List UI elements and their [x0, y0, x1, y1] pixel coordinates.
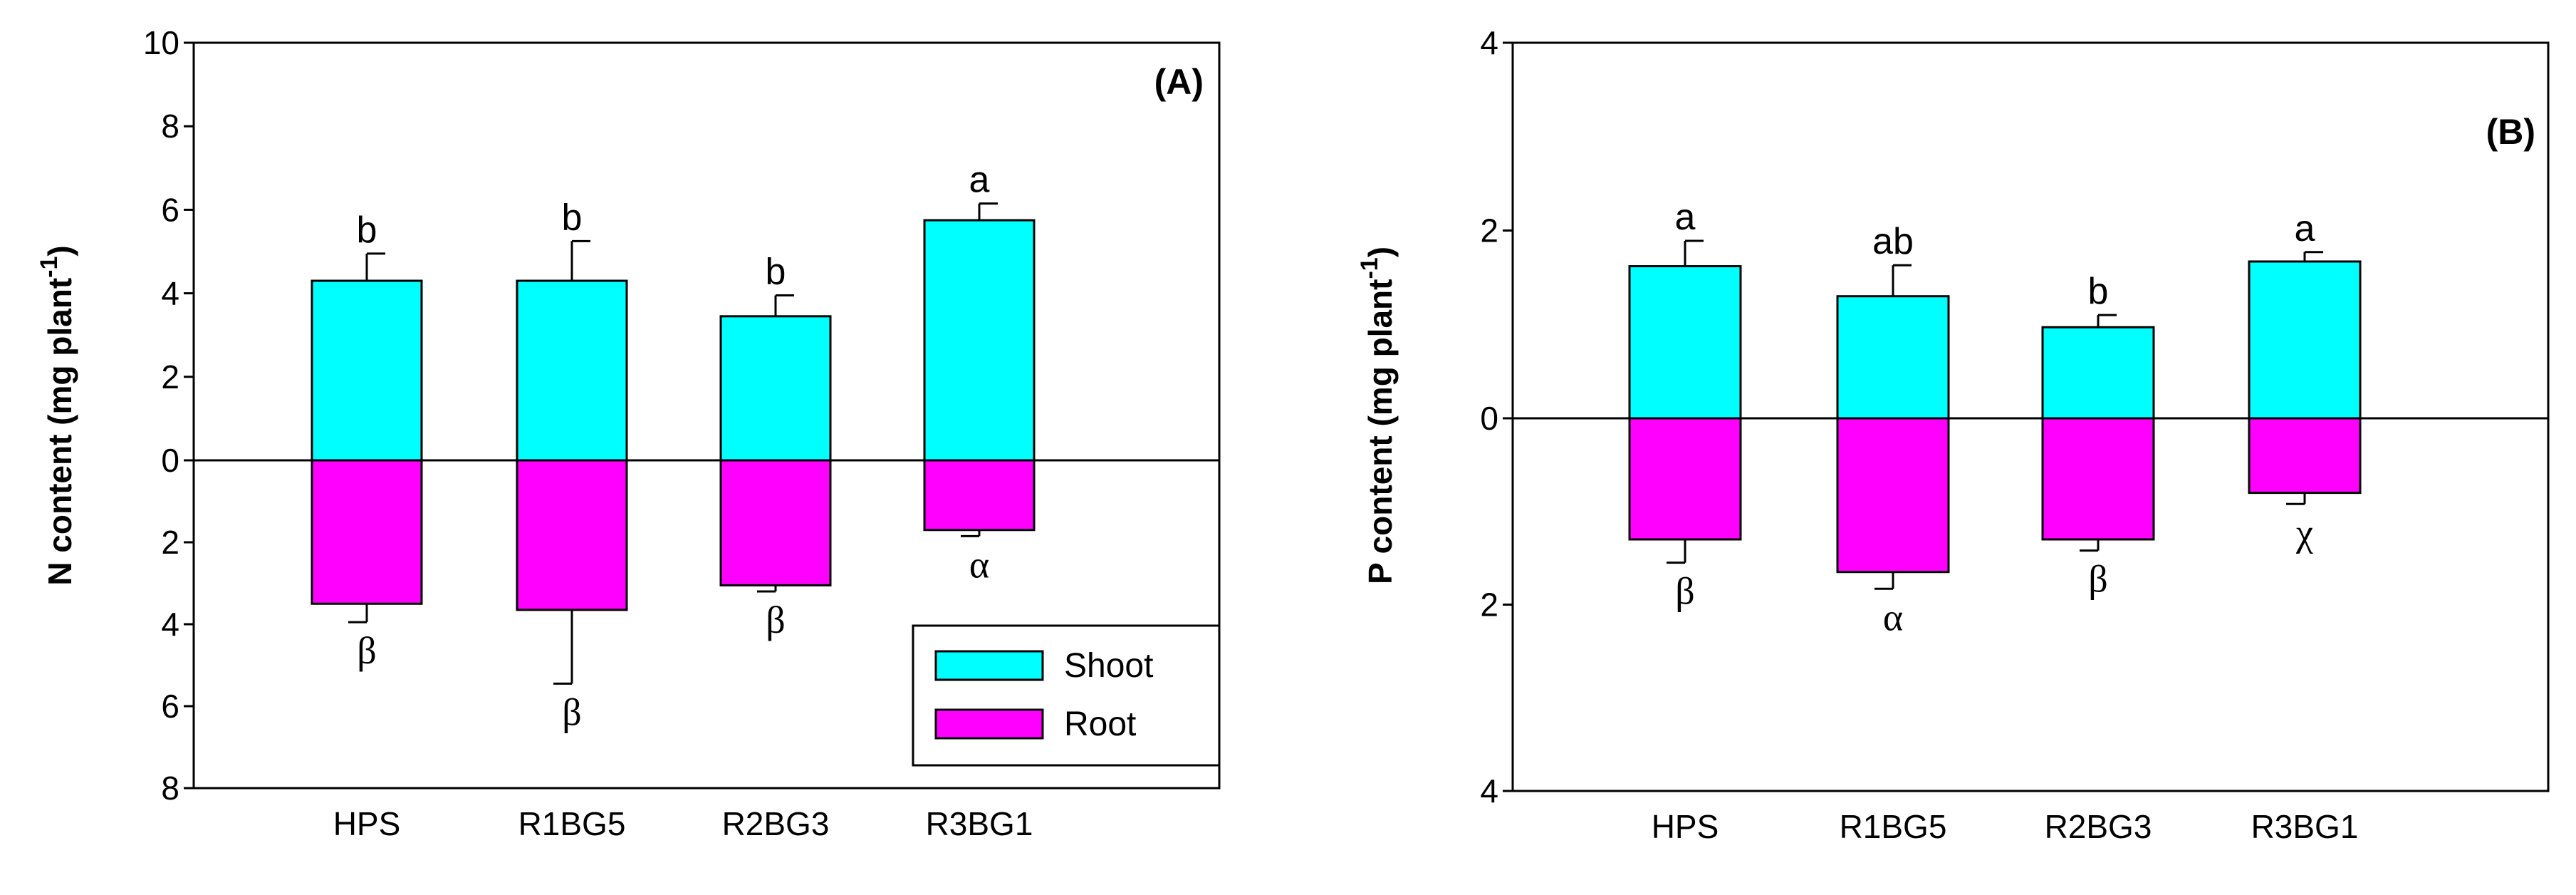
chart-b-y-label-close: ) — [1362, 247, 1399, 257]
root-significance-letter: β — [562, 690, 581, 733]
root-bar — [516, 459, 628, 611]
x-category-label: R1BG5 — [518, 805, 626, 842]
root-bar — [2248, 417, 2362, 495]
shoot-significance-letter: a — [2295, 208, 2315, 249]
legend-root-swatch — [934, 708, 1044, 740]
root-significance-letter: β — [2088, 558, 2107, 601]
chart-a-y-label-close: ) — [41, 245, 78, 256]
shoot-significance-letter: ab — [1872, 221, 1914, 262]
shoot-significance-letter: b — [2088, 271, 2109, 312]
root-significance-letter: α — [1883, 596, 1903, 638]
y-tick-label: 8 — [161, 108, 179, 145]
y-tick-label: 2 — [1480, 586, 1498, 624]
y-tick-label: 4 — [1480, 772, 1498, 809]
legend-root-label: Root — [1064, 705, 1136, 743]
chart-b-y-axis-label: P content (mg plant-1) — [1356, 247, 1399, 584]
root-significance-letter: χ — [2295, 511, 2313, 554]
root-significance-letter: β — [1675, 570, 1694, 613]
y-tick-label: 10 — [143, 24, 179, 61]
chart-a-y-ticks: 10 8 6 4 2 0 2 4 6 8 HPS R1BG5 R2BG3 R3BG1 — [143, 24, 1033, 842]
shoot-bar — [1836, 295, 1950, 420]
y-tick-label: 4 — [161, 275, 179, 312]
shoot-significance-letter: a — [1675, 197, 1696, 238]
y-tick-label: 6 — [161, 191, 179, 228]
y-tick-label: 4 — [161, 606, 179, 643]
chart-a-legend: Shoot Root — [912, 624, 1221, 767]
chart-a-panel-label: (A) — [1154, 62, 1204, 102]
chart-a: 10 8 6 4 2 0 2 4 6 8 HPS R1BG5 R2BG3 R3BG1 b β b β b β a α (… — [36, 24, 1221, 842]
shoot-bar — [1628, 265, 1742, 420]
root-bar — [2041, 417, 2155, 541]
chart-b-y-ticks: 4 2 0 2 4 HPS R1BG5 R2BG3 R3BG1 — [1480, 24, 2358, 845]
y-tick-label: 0 — [161, 442, 179, 479]
shoot-significance-letter: b — [562, 197, 583, 238]
legend-frame — [912, 624, 1221, 767]
chart-a-frame — [192, 41, 1221, 790]
chart-a-bars: b β b β b β a α — [311, 160, 1036, 733]
shoot-significance-letter: a — [969, 160, 990, 201]
y-tick-label: 2 — [161, 358, 179, 395]
shoot-bar — [516, 279, 628, 462]
root-bar — [1836, 417, 1950, 574]
root-significance-letter: α — [969, 543, 989, 586]
y-tick-label: 6 — [161, 688, 179, 725]
y-tick-label: 8 — [161, 770, 179, 807]
y-tick-label: 0 — [1480, 400, 1498, 437]
legend-shoot-swatch — [934, 650, 1044, 681]
y-tick-label: 2 — [161, 524, 179, 561]
chart-a-y-label-sup: -1 — [36, 257, 63, 278]
chart-b-bars: a β ab α b β a χ — [1628, 197, 2362, 638]
x-category-label: R3BG1 — [926, 805, 1033, 842]
shoot-bar — [2041, 326, 2155, 420]
shoot-bar — [311, 279, 423, 462]
x-category-label: R1BG5 — [1840, 808, 1947, 845]
legend-shoot-label: Shoot — [1064, 647, 1153, 685]
chart-b-y-label-sup: -1 — [1356, 257, 1383, 279]
shoot-bar — [923, 219, 1036, 462]
x-category-label: R3BG1 — [2251, 808, 2359, 845]
chart-a-y-axis-label: N content (mg plant-1) — [36, 245, 78, 585]
chart-b-y-label-main: P content (mg plant — [1362, 279, 1399, 585]
chart-b: 4 2 0 2 4 HPS R1BG5 R2BG3 R3BG1 a β ab α b β a χ (B) P … — [1356, 24, 2550, 845]
root-bar — [719, 459, 832, 586]
root-bar — [311, 459, 423, 605]
y-tick-label: 4 — [1480, 24, 1498, 61]
chart-a-y-label-main: N content (mg plant — [41, 278, 78, 586]
x-category-label: HPS — [333, 805, 401, 842]
chart-b-frame — [1511, 41, 2550, 792]
shoot-significance-letter: b — [766, 252, 786, 293]
x-category-label: HPS — [1652, 808, 1719, 845]
shoot-bar — [2248, 260, 2362, 420]
root-bar — [1628, 417, 1742, 541]
x-category-label: R2BG3 — [722, 805, 830, 842]
root-bar — [923, 459, 1036, 532]
root-significance-letter: β — [357, 629, 376, 672]
chart-b-panel-label: (B) — [2486, 112, 2535, 152]
shoot-significance-letter: b — [357, 209, 377, 251]
shoot-bar — [719, 315, 832, 462]
root-significance-letter: β — [766, 599, 785, 641]
x-category-label: R2BG3 — [2045, 808, 2152, 845]
y-tick-label: 2 — [1480, 212, 1498, 249]
